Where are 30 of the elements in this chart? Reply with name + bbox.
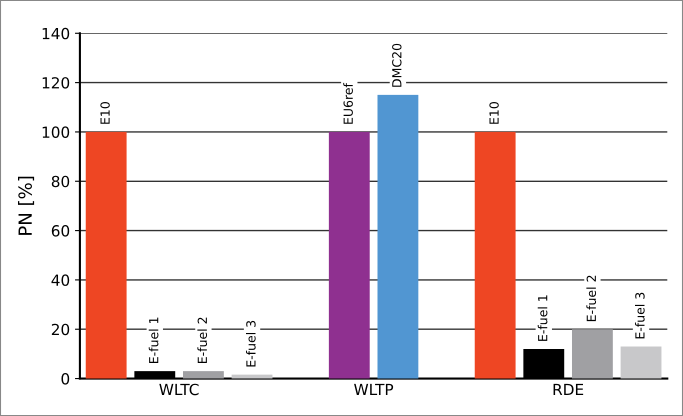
text: E-fuel 3	[246, 320, 256, 366]
y-tick-label: 100	[42, 126, 70, 138]
y-tick-label: 120	[42, 77, 70, 89]
text: DMC20	[392, 44, 402, 87]
bar	[86, 132, 127, 379]
y-axis-title: PN [%]	[18, 176, 34, 235]
bar	[572, 329, 613, 379]
bar	[620, 346, 662, 379]
text: E10	[489, 102, 499, 124]
y-tick-label: 0	[61, 373, 70, 385]
y-tick-label: 140	[42, 28, 70, 40]
bar	[328, 132, 370, 379]
text: E-fuel 1	[148, 318, 158, 364]
bar	[232, 374, 272, 379]
text: EU6ref	[343, 82, 353, 124]
text: E-fuel 2	[586, 276, 596, 322]
bar	[182, 371, 224, 379]
y-tick-label: 60	[52, 225, 70, 237]
y-tick-label: 80	[52, 176, 70, 188]
x-tick-label: WLTC	[159, 384, 199, 396]
y-tick-label: 20	[52, 324, 70, 336]
bar	[377, 94, 418, 379]
text: E10	[100, 102, 110, 124]
x-tick-label: RDE	[554, 384, 584, 396]
x-tick-label: WLTP	[354, 384, 394, 396]
y-tick-label: 40	[51, 274, 70, 286]
text: E-fuel 1	[538, 295, 548, 341]
text: E-fuel 2	[197, 318, 208, 364]
bar	[474, 132, 516, 379]
text: E-fuel 3	[634, 292, 645, 338]
